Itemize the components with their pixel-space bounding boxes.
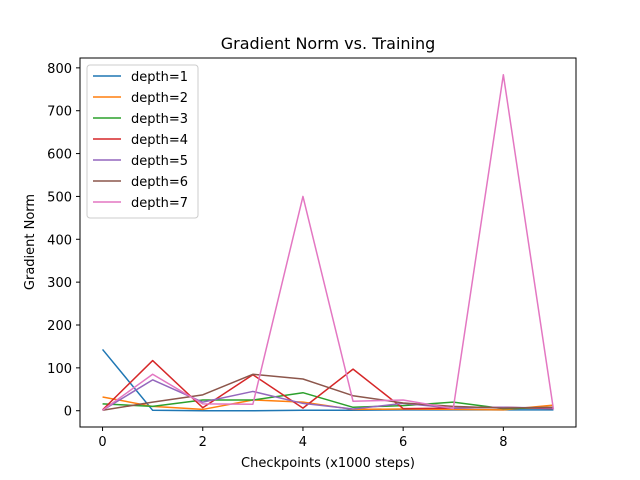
legend-box [86,64,199,219]
y-tick-label: 300 [47,276,72,291]
y-tick-label: 200 [47,319,72,334]
x-tick-label: 6 [399,435,407,450]
x-axis-ticks: 0 2 4 6 8 [98,427,507,450]
y-tick-label: 400 [47,233,72,248]
plot-frame [79,57,577,428]
y-tick-label: 700 [47,105,72,120]
y-tick-label: 600 [47,148,72,163]
y-axis-ticks: 0 100 200 300 400 500 600 700 800 [47,62,80,420]
legend-label-4: depth=4 [131,133,188,148]
legend-label-6: depth=6 [131,175,188,190]
plot-area: 0 2 4 6 8 0 100 200 300 400 500 600 700 800 [47,57,577,450]
x-tick-label: 2 [199,435,207,450]
legend-label-2: depth=2 [131,91,188,106]
series-line-3 [102,391,554,410]
legend: depth=1 depth=2 depth=3 depth=4 depth=5 depth… [86,64,199,219]
x-axis-label: Checkpoints (x1000 steps) [241,456,415,471]
series-line-6 [102,373,554,412]
series-layer [101,73,555,412]
y-tick-label: 100 [47,362,72,377]
legend-label-7: depth=7 [131,196,188,211]
chart-title: Gradient Norm vs. Training [221,34,436,53]
legend-label-5: depth=5 [131,154,188,169]
y-tick-label: 0 [64,405,72,420]
y-tick-label: 500 [47,190,72,205]
series-line-7 [102,73,555,411]
y-tick-label: 800 [47,62,72,77]
x-tick-label: 0 [98,435,106,450]
legend-label-3: depth=3 [131,112,188,127]
x-tick-label: 4 [299,435,307,450]
series-line-1 [101,348,554,412]
legend-label-1: depth=1 [131,70,188,85]
x-tick-label: 8 [499,435,507,450]
y-axis-label: Gradient Norm [23,194,38,290]
